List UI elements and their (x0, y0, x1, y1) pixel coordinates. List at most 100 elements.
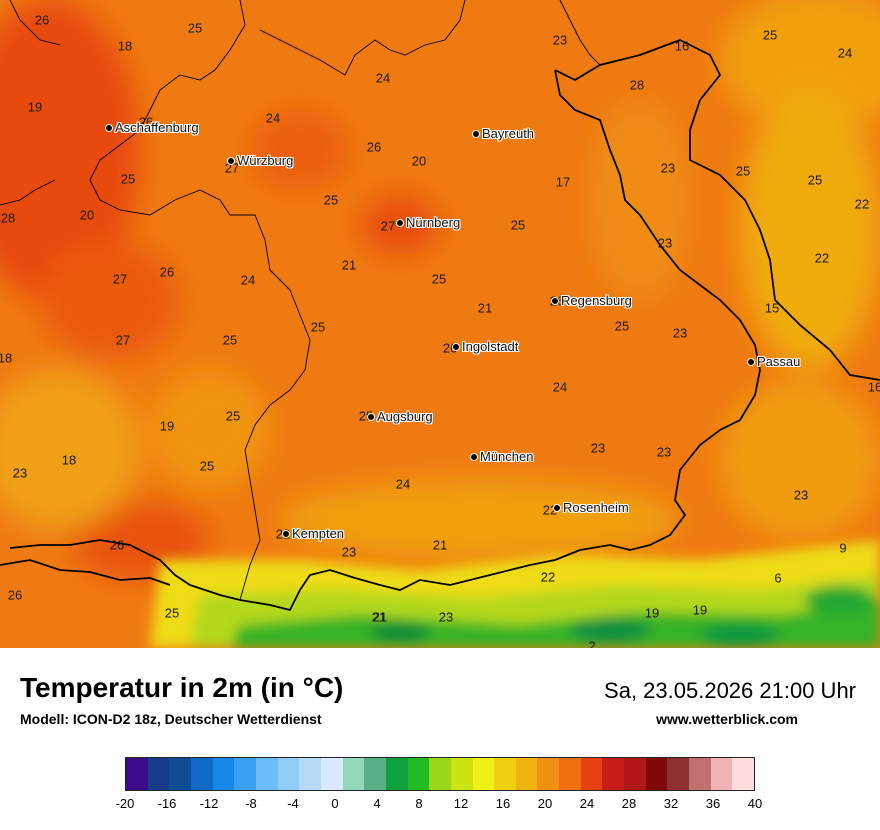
temperature-value: 23 (341, 544, 357, 560)
legend-swatch (624, 758, 646, 790)
legend-swatch (212, 758, 235, 790)
city-name: Würzburg (237, 153, 294, 168)
legend-tick-label: 40 (747, 796, 763, 811)
legend-swatch (299, 758, 321, 790)
footer: Temperatur in 2m (in °C) Modell: ICON-D2… (0, 648, 880, 830)
temperature-value: 26 (366, 139, 382, 155)
temperature-value: 28 (0, 210, 16, 226)
temperature-value: 2 (588, 638, 596, 654)
city-label: Nürnberg (396, 216, 460, 229)
city-name: Nürnberg (406, 215, 461, 230)
legend-swatch (255, 758, 278, 790)
legend-tick-label: 32 (663, 796, 679, 811)
city-marker-icon (551, 296, 559, 305)
temperature-value: 23 (590, 440, 606, 456)
legend-swatch (472, 758, 495, 790)
color-legend (125, 757, 755, 791)
temperature-value: 25 (222, 332, 238, 348)
legend-tick-label: 0 (331, 796, 339, 811)
city-label: Kempten (282, 527, 344, 540)
temperature-value: 25 (762, 27, 778, 43)
temperature-value: 25 (164, 605, 180, 621)
legend-swatch (732, 758, 755, 790)
map-title: Temperatur in 2m (in °C) (20, 672, 344, 703)
legend-swatch (429, 758, 451, 790)
temperature-value: 23 (660, 160, 676, 176)
valid-datetime: Sa, 23.05.2026 21:00 Uhr (604, 678, 856, 703)
legend-swatch (689, 758, 711, 790)
legend-tick-label: -12 (199, 796, 219, 811)
temperature-value: 25 (225, 408, 241, 424)
legend-tick-label: 12 (453, 796, 469, 811)
legend-tick-label: -16 (157, 796, 177, 811)
temperature-value: 28 (629, 77, 645, 93)
temperature-value: 25 (310, 319, 326, 335)
city-label: Regensburg (551, 294, 632, 307)
city-name: Rosenheim (563, 500, 629, 515)
temperature-value: 24 (240, 272, 256, 288)
city-marker-icon (367, 412, 375, 421)
legend-tick-label: 4 (373, 796, 381, 811)
temperature-value: 22 (854, 196, 870, 212)
temperature-value: 21 (371, 609, 387, 625)
legend-tick-label: 36 (705, 796, 721, 811)
city-name: Bayreuth (482, 126, 535, 141)
legend-tick-label: -8 (245, 796, 257, 811)
city-label: München (470, 450, 533, 463)
temperature-value: 25 (807, 172, 823, 188)
city-name: Aschaffenburg (115, 120, 199, 135)
temperature-field (0, 0, 880, 648)
temperature-value: 20 (411, 153, 427, 169)
temperature-map (0, 0, 880, 648)
city-label: Bayreuth (472, 127, 534, 140)
temperature-value: 26 (109, 537, 125, 553)
legend-tick-label: 16 (495, 796, 511, 811)
temperature-value: 23 (657, 235, 673, 251)
city-name: Ingolstadt (462, 339, 519, 354)
temperature-value: 18 (117, 38, 133, 54)
temperature-value: 27 (112, 271, 128, 287)
website-link[interactable]: www.wetterblick.com (656, 711, 798, 727)
temperature-value: 19 (159, 418, 175, 434)
legend-swatch (169, 758, 191, 790)
model-source: Modell: ICON-D2 18z, Deutscher Wetterdie… (20, 711, 322, 727)
temperature-value: 23 (12, 465, 28, 481)
city-marker-icon (452, 342, 460, 351)
legend-swatch (450, 758, 473, 790)
city-name: Kempten (292, 526, 345, 541)
temperature-value: 24 (395, 476, 411, 492)
temperature-value: 22 (814, 250, 830, 266)
temperature-value: 27 (224, 160, 240, 176)
temperature-value: 27 (115, 332, 131, 348)
temperature-value: 25 (614, 318, 630, 334)
legend-swatch (342, 758, 365, 790)
legend-swatch (580, 758, 603, 790)
temperature-value: 18 (0, 350, 13, 366)
legend-swatch (710, 758, 733, 790)
city-name: Regensburg (561, 293, 632, 308)
temperature-value: 25 (510, 217, 526, 233)
temperature-value: 23 (672, 325, 688, 341)
temperature-value: 19 (644, 605, 660, 621)
temperature-value: 16 (867, 379, 880, 395)
legend-swatch (537, 758, 560, 790)
temperature-value: 17 (555, 174, 571, 190)
legend-tick-label: 28 (621, 796, 637, 811)
city-label: Ingolstadt (452, 340, 518, 353)
temperature-value: 21 (432, 537, 448, 553)
temperature-value: 23 (793, 487, 809, 503)
temperature-value: 21 (477, 300, 493, 316)
temperature-value: 24 (265, 110, 281, 126)
temperature-value: 23 (438, 609, 454, 625)
legend-ticks: -20 -16 -12 -8 -4 0 4 8 12 16 20 24 28 32 36 40 (116, 796, 763, 816)
temperature-value: 23 (552, 32, 568, 48)
temperature-value: 9 (839, 540, 847, 556)
temperature-value: 25 (187, 20, 203, 36)
city-name: Passau (757, 354, 801, 369)
temperature-value: 16 (674, 38, 690, 54)
temperature-value: 26 (138, 114, 154, 130)
temperature-value: 26 (34, 12, 50, 28)
temperature-value: 24 (375, 70, 391, 86)
temperature-value: 24 (837, 45, 853, 61)
temperature-value: 19 (692, 602, 708, 618)
